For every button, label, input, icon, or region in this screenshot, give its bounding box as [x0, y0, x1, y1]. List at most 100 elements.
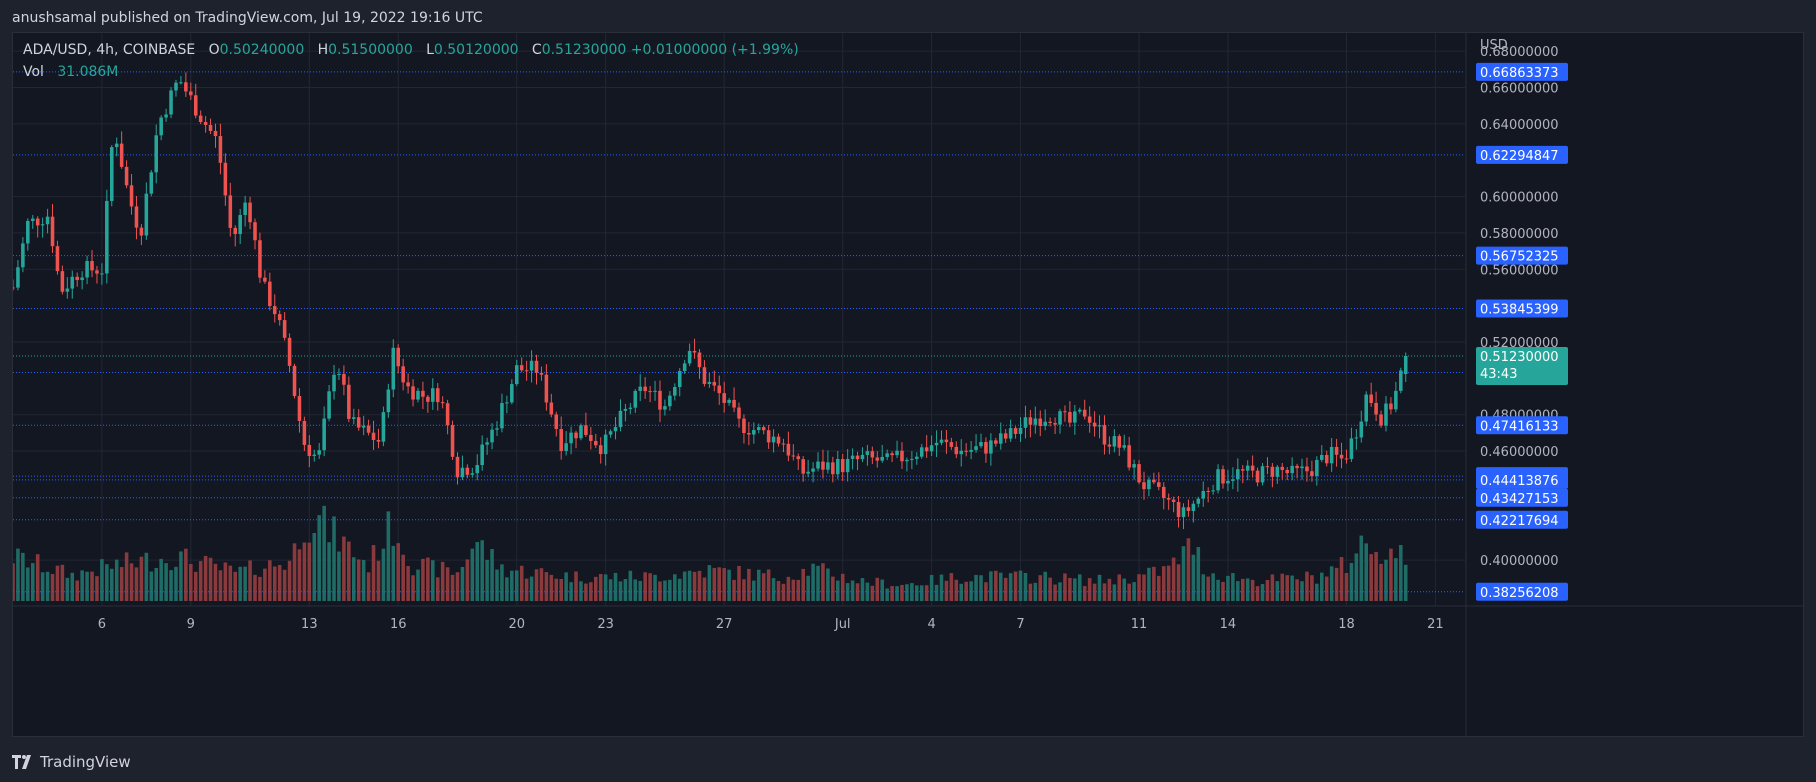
- volume-bar: [752, 580, 756, 601]
- volume-bar: [1305, 571, 1309, 601]
- level-price-tag-label: 0.56752325: [1480, 250, 1559, 265]
- volume-bar: [781, 583, 786, 601]
- candle-body: [519, 365, 524, 371]
- candle-body: [969, 449, 973, 452]
- level-price-tag-label: 0.42217694: [1480, 514, 1559, 529]
- candle-body: [13, 287, 15, 289]
- candle-body: [238, 215, 242, 235]
- time-tick-label: 7: [1016, 617, 1024, 632]
- candle-body: [460, 467, 465, 478]
- candle-body: [1122, 445, 1127, 448]
- ohlc-legend[interactable]: ADA/USD, 4h, COINBASE O0.50240000 H0.515…: [23, 42, 799, 58]
- candle-body: [1077, 409, 1082, 412]
- candle-body: [1112, 436, 1117, 447]
- symbol-label[interactable]: ADA/USD, 4h, COINBASE: [23, 42, 196, 58]
- candle-body: [781, 443, 786, 445]
- candle-body: [248, 202, 252, 223]
- candle-body: [786, 443, 791, 456]
- candle-body: [653, 390, 657, 392]
- candle-body: [1364, 394, 1369, 422]
- volume-bar: [243, 566, 247, 601]
- volume-bar: [13, 563, 15, 601]
- volume-bar: [65, 577, 70, 601]
- candle-body: [638, 386, 643, 391]
- candle-body: [534, 360, 539, 373]
- candle-body: [1250, 465, 1255, 471]
- volume-bar: [648, 573, 652, 601]
- candle-body: [984, 442, 988, 454]
- candle-body: [332, 374, 336, 392]
- volume-bar: [129, 563, 134, 601]
- volume-bar: [35, 554, 40, 601]
- candle-body: [1117, 436, 1122, 448]
- candle-body: [761, 427, 766, 431]
- volume-bar: [1033, 582, 1038, 601]
- volume-bar: [1275, 581, 1280, 601]
- candle-body: [361, 425, 366, 428]
- candle-body: [771, 436, 776, 443]
- time-tick-label: Jul: [834, 617, 851, 632]
- volume-bar: [1211, 573, 1215, 601]
- volume-bar: [80, 570, 84, 601]
- volume-bar: [1137, 574, 1141, 601]
- volume-bar: [1102, 583, 1107, 601]
- candle-body: [75, 276, 79, 281]
- price-tick-label: 0.58000000: [1480, 227, 1559, 242]
- volume-bar: [1028, 583, 1033, 601]
- candle-body: [1137, 464, 1141, 483]
- volume-bar: [1280, 573, 1285, 601]
- candle-body: [1305, 466, 1309, 472]
- volume-bar: [203, 555, 208, 601]
- tradingview-brand[interactable]: TradingView: [12, 750, 131, 774]
- volume-bar: [347, 541, 351, 601]
- candle-body: [1319, 454, 1324, 460]
- volume-bar: [1324, 576, 1329, 601]
- candle-body: [169, 90, 173, 115]
- volume-bar: [30, 563, 35, 601]
- candle-body: [648, 391, 652, 393]
- candle-body: [1329, 446, 1334, 464]
- volume-bar: [633, 579, 638, 601]
- time-tick-label: 23: [597, 617, 614, 632]
- level-price-tag-label: 0.62294847: [1480, 149, 1559, 164]
- volume-bar: [915, 585, 919, 601]
- chart-panel[interactable]: USD 0.68000000 0.66000000 0.64000000 0.60000…: [12, 32, 1804, 737]
- volume-bar: [263, 568, 267, 601]
- candle-body: [1221, 469, 1225, 484]
- candle-body: [105, 200, 109, 274]
- candle-body: [21, 243, 25, 268]
- candle-body: [100, 273, 104, 275]
- volume-bar: [470, 548, 475, 601]
- candle-body: [485, 442, 489, 445]
- volume-bar: [880, 579, 885, 601]
- volume-legend[interactable]: Vol 31.086M: [23, 64, 118, 80]
- candle-body: [154, 135, 159, 173]
- volume-bar: [1048, 577, 1052, 601]
- volume-bar: [302, 542, 307, 601]
- candle-body: [1344, 458, 1349, 460]
- volume-bar: [1231, 573, 1235, 601]
- candle-body: [747, 433, 751, 435]
- volume-bar: [732, 579, 736, 601]
- candle-body: [495, 428, 499, 430]
- candle-body: [1033, 418, 1038, 425]
- volume-bar: [1186, 538, 1191, 601]
- candle-body: [435, 388, 440, 403]
- candle-body: [396, 347, 401, 367]
- volume-bar: [1157, 575, 1161, 601]
- candle-body: [193, 95, 198, 116]
- volume-bar: [529, 576, 534, 601]
- open-label: O: [208, 42, 220, 58]
- candle-body: [1013, 428, 1018, 434]
- candle-body: [643, 386, 647, 392]
- volume-bar: [174, 566, 178, 601]
- volume-bar: [603, 574, 608, 601]
- candle-body: [835, 459, 840, 475]
- candle-body: [272, 306, 277, 315]
- volume-bar: [870, 585, 875, 601]
- candle-body: [677, 371, 682, 388]
- volume-bar: [677, 578, 682, 601]
- candle-body: [139, 227, 144, 236]
- volume-bars: [13, 505, 1408, 601]
